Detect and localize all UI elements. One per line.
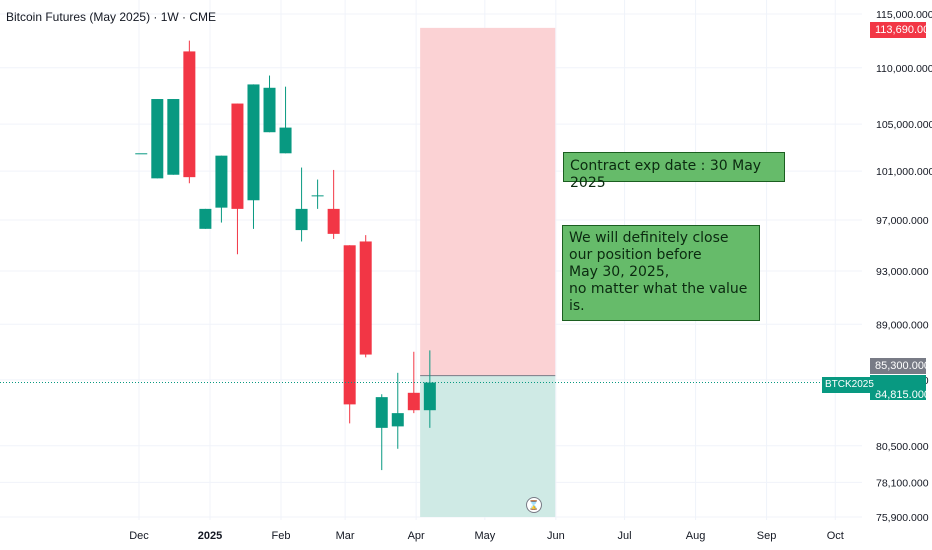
- candle-body: [391, 413, 404, 427]
- candle-body: [407, 392, 420, 411]
- bar-countdown: 40:27: [875, 413, 903, 425]
- candle-body: [135, 153, 148, 155]
- annotation-expiry[interactable]: Contract exp date : 30 May 2025: [563, 152, 785, 191]
- candle-body: [247, 84, 260, 201]
- x-axis[interactable]: Dec 2025 Feb Mar Apr May Jun Jul Aug Sep Oct: [129, 530, 844, 542]
- candles: [135, 40, 436, 471]
- y-tick-label: 75,900.000: [876, 512, 929, 524]
- candle-body: [423, 382, 436, 411]
- x-tick-label: Apr: [408, 530, 425, 542]
- y-axis[interactable]: 115,000.000 110,000.000 105,000.000 101,000…: [876, 9, 932, 524]
- hourglass-icon[interactable]: ⌛: [526, 497, 542, 513]
- y-tick-label: 101,000.000: [876, 166, 932, 178]
- position-zones: [420, 27, 556, 517]
- x-tick-label: Sep: [757, 530, 777, 542]
- x-tick-label: Dec: [129, 530, 149, 542]
- stop-price-tag: 113,690.000: [870, 22, 932, 38]
- candle-body: [359, 241, 372, 355]
- candle-body: [151, 99, 164, 179]
- y-tick-label: 93,000.000: [876, 266, 929, 278]
- stop-loss-zone: [420, 27, 556, 376]
- entry-price-tag: 85,300.000: [870, 358, 930, 374]
- y-tick-label: 105,000.000: [876, 119, 932, 131]
- x-tick-label: May: [474, 530, 495, 542]
- candle-body: [167, 99, 180, 175]
- last-price-tag: 84,815.000 40:27: [870, 375, 930, 425]
- candle-body: [215, 155, 228, 208]
- x-tick-label: Mar: [336, 530, 355, 542]
- candle-body: [295, 208, 308, 231]
- annotation-close-position[interactable]: We will definitely close our position be…: [562, 225, 760, 321]
- y-tick-label: 89,000.000: [876, 319, 929, 331]
- candle-body: [327, 208, 340, 234]
- candle-body: [279, 127, 292, 154]
- symbol-tag: BTCK2025: [822, 377, 877, 393]
- y-tick-label: 80,500.000: [876, 441, 929, 453]
- candle-body: [375, 397, 388, 428]
- take-profit-zone: [420, 375, 556, 517]
- x-tick-label: 2025: [198, 530, 222, 542]
- candle-body: [231, 103, 244, 209]
- last-price-value: 84,815.000: [875, 389, 931, 401]
- candle-body: [311, 195, 324, 197]
- y-tick-label: 110,000.000: [876, 63, 932, 75]
- candle-body: [343, 245, 356, 405]
- y-tick-label: 97,000.000: [876, 215, 929, 227]
- chart-title: Bitcoin Futures (May 2025) · 1W · CME: [6, 10, 217, 24]
- x-tick-label: Jun: [547, 530, 565, 542]
- x-tick-label: Feb: [272, 530, 291, 542]
- x-tick-label: Aug: [686, 530, 706, 542]
- y-tick-label: 78,100.000: [876, 477, 929, 489]
- candle-body: [263, 87, 276, 133]
- x-tick-label: Jul: [618, 530, 632, 542]
- y-tick-label: 115,000.000: [876, 9, 932, 21]
- candle-body: [183, 51, 196, 178]
- x-tick-label: Oct: [827, 530, 844, 542]
- candle-body: [199, 208, 212, 229]
